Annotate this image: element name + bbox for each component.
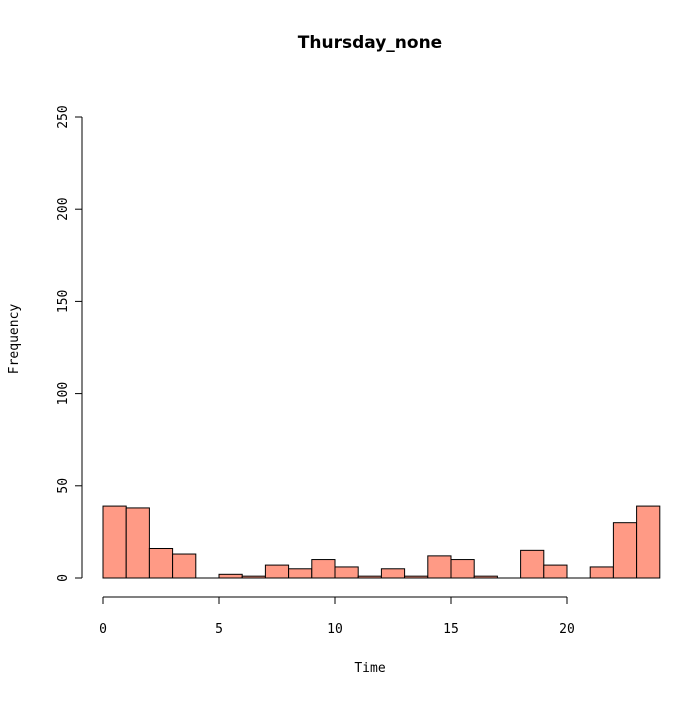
- histogram-bar: [427, 555, 452, 579]
- x-tick-label: 20: [559, 622, 575, 637]
- y-axis-label: Frequency: [7, 304, 22, 375]
- x-tick-label: 10: [327, 622, 343, 637]
- histogram-bar: [334, 566, 359, 579]
- y-tick-label: 150: [56, 290, 71, 313]
- x-axis: 0 5 10 15 20: [99, 596, 575, 637]
- x-tick-label: 5: [215, 622, 223, 637]
- histogram-bar: [450, 559, 475, 579]
- y-tick-label: 200: [56, 197, 71, 220]
- histogram-bar: [172, 553, 197, 579]
- histogram-bar: [520, 549, 545, 579]
- bars-group: [102, 505, 661, 579]
- histogram-bar: [612, 522, 638, 579]
- histogram-bar: [311, 559, 336, 579]
- histogram-bar: [357, 575, 382, 579]
- histogram-bar: [125, 507, 150, 579]
- y-tick-label: 100: [56, 382, 71, 405]
- y-tick-label: 0: [56, 574, 71, 582]
- histogram-bar: [102, 505, 127, 579]
- histogram-bar: [264, 564, 290, 579]
- y-tick-label: 50: [56, 478, 71, 494]
- histogram-bar: [218, 573, 243, 579]
- histogram-bar: [380, 568, 406, 579]
- histogram-bar: [404, 575, 429, 579]
- y-axis: 0 50 100 150 200 250: [56, 105, 83, 582]
- histogram-bar: [288, 568, 313, 579]
- histogram-bar: [148, 547, 174, 579]
- x-tick-label: 0: [99, 622, 107, 637]
- histogram-bar: [241, 575, 266, 579]
- chart-title: Thursday_none: [298, 33, 442, 53]
- histogram-bar: [636, 505, 661, 579]
- histogram-bar: [589, 566, 614, 579]
- x-tick-label: 15: [443, 622, 459, 637]
- histogram-bar: [543, 564, 568, 579]
- histogram-bar: [473, 575, 498, 579]
- y-tick-label: 250: [56, 105, 71, 128]
- x-axis-label: Time: [354, 661, 385, 676]
